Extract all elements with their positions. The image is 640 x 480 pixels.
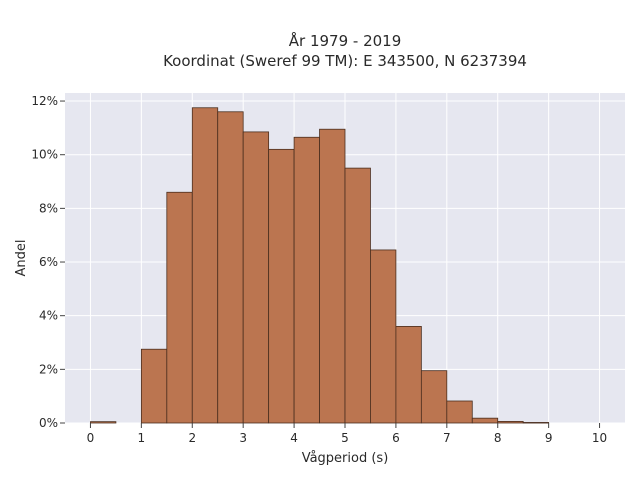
histogram-bar (319, 128, 346, 424)
histogram-bar (395, 326, 422, 424)
x-axis-ticks: 0 1 2 3 4 5 6 7 8 9 10 (87, 423, 607, 445)
histogram-bar (522, 422, 550, 424)
histogram-bar (90, 421, 117, 424)
histogram-bar (471, 417, 499, 424)
histogram-bar (446, 400, 473, 424)
histogram-bar (497, 420, 524, 424)
histogram-bar (344, 167, 371, 424)
y-tick-label: 4% (39, 309, 58, 323)
histogram-bar (242, 131, 270, 424)
histogram-bar (370, 249, 397, 424)
x-tick-label: 1 (138, 431, 146, 445)
histogram-bar (140, 348, 168, 424)
chart-title-line-2: Koordinat (Sweref 99 TM): E 343500, N 62… (163, 52, 527, 70)
y-tick-label: 2% (39, 362, 58, 376)
x-tick-label: 7 (443, 431, 451, 445)
histogram-bar (420, 370, 448, 424)
histogram-bars (90, 107, 550, 424)
histogram-bar (217, 111, 244, 424)
x-tick-label: 10 (592, 431, 607, 445)
histogram-bar (293, 136, 320, 424)
x-tick-label: 2 (188, 431, 196, 445)
x-tick-label: 4 (290, 431, 298, 445)
y-tick-label: 12% (31, 94, 58, 108)
x-tick-label: 3 (239, 431, 247, 445)
y-tick-label: 10% (31, 148, 58, 162)
chart-title-line-1: År 1979 - 2019 (289, 31, 402, 50)
histogram-bar (191, 107, 219, 424)
y-tick-label: 8% (39, 201, 58, 215)
y-tick-label: 6% (39, 255, 58, 269)
y-tick-label: 0% (39, 416, 58, 430)
x-tick-label: 6 (392, 431, 400, 445)
y-axis-label: Andel (14, 240, 29, 277)
histogram-bar (166, 191, 193, 424)
x-tick-label: 5 (341, 431, 349, 445)
x-axis-label: Vågperiod (s) (302, 451, 389, 466)
y-axis-ticks: 0% 2% 4% 6% 8% 10% 12% (31, 94, 65, 430)
x-tick-label: 8 (494, 431, 502, 445)
x-tick-label: 9 (545, 431, 553, 445)
x-tick-label: 0 (87, 431, 95, 445)
histogram-bar (268, 148, 295, 424)
